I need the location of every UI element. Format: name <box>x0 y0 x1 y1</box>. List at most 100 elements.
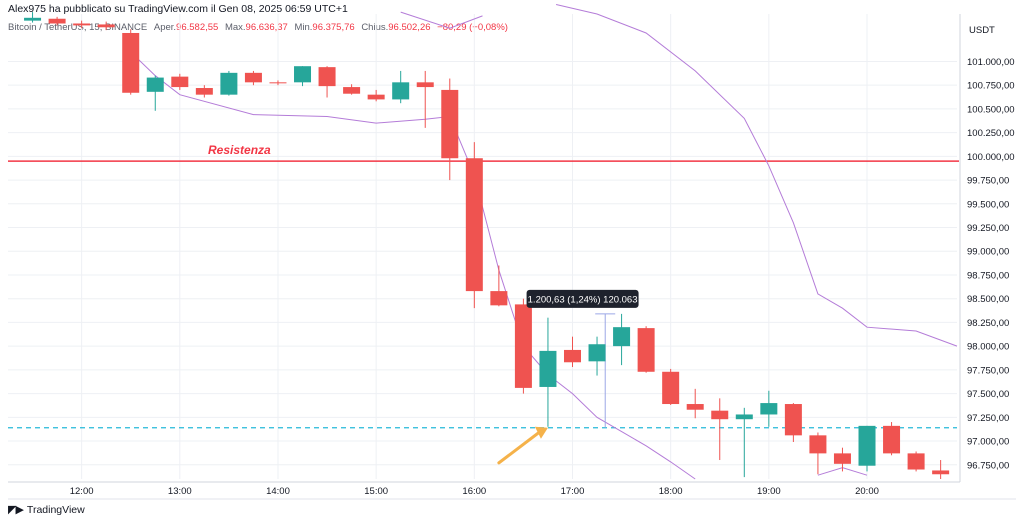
candle-body <box>465 158 483 292</box>
candle <box>490 265 508 307</box>
price-axis-labels: USDT 101.000,00 100.750,00 100.500,00 100.25… <box>967 25 1015 471</box>
candle-body <box>760 403 778 415</box>
candle-body <box>883 425 901 454</box>
candle <box>711 398 729 461</box>
candle <box>907 451 925 472</box>
candle <box>73 20 91 29</box>
price-tick-label: 100.500,00 <box>967 104 1015 115</box>
low-label: Min. <box>294 22 313 33</box>
candle-body <box>195 88 213 95</box>
candle <box>784 403 802 442</box>
candle-body <box>97 24 115 28</box>
tradingview-logo-icon: ◤▶ <box>8 504 24 516</box>
price-tick-label: 97.000,00 <box>967 437 1009 448</box>
candle <box>122 29 140 95</box>
candle <box>367 89 385 102</box>
candle <box>760 390 778 427</box>
price-tick-label: 101.000,00 <box>967 57 1015 68</box>
arrow-head <box>534 426 548 439</box>
price-tick-label: 97.500,00 <box>967 389 1009 400</box>
candle-body <box>588 344 606 362</box>
candle <box>441 78 459 181</box>
candle <box>48 16 66 26</box>
candle-body <box>441 89 459 159</box>
candle <box>613 313 631 366</box>
candle-body <box>24 17 42 21</box>
candle <box>416 70 434 128</box>
price-tick-label: 98.500,00 <box>967 294 1009 305</box>
resistance-label: Resistenza <box>208 143 271 157</box>
time-tick-label: 20:00 <box>855 486 879 497</box>
candle-body <box>490 291 508 306</box>
open-value: 96.582,55 <box>176 22 219 33</box>
candle <box>97 21 115 31</box>
low-value: 96.375,76 <box>312 22 355 33</box>
candle <box>539 317 557 427</box>
candle-body <box>416 82 434 88</box>
time-tick-label: 16:00 <box>462 486 486 497</box>
candle-body <box>784 404 802 436</box>
price-tick-label: 98.250,00 <box>967 318 1009 329</box>
candle <box>686 388 704 419</box>
candle <box>735 407 753 478</box>
time-tick-label: 17:00 <box>561 486 585 497</box>
candle <box>588 336 606 376</box>
price-tick-label: 99.500,00 <box>967 199 1009 210</box>
close-label: Chius. <box>361 22 389 33</box>
candle-body <box>613 327 631 347</box>
measure-label: 1.200,63 (1,24%) 120.063 <box>528 294 638 305</box>
candle-body <box>833 453 851 464</box>
open-label: Aper. <box>153 22 177 33</box>
candle <box>833 447 851 472</box>
candle <box>343 84 361 95</box>
candle-body <box>735 414 753 420</box>
symbol-name: Bitcoin / TetherUS, 15, BINANCE <box>8 22 148 33</box>
candle-body <box>637 328 655 372</box>
candle <box>146 75 164 111</box>
author-line: Alex975 ha pubblicato su TradingView.com… <box>8 3 348 15</box>
brand-footer: ◤▶ TradingView <box>8 503 85 517</box>
candle <box>318 66 336 98</box>
candles <box>24 12 950 479</box>
measure-label-box <box>526 289 639 308</box>
price-tick-label: 98.750,00 <box>967 270 1009 281</box>
candle <box>637 326 655 373</box>
candle-body <box>809 435 827 454</box>
candle-body <box>73 23 91 26</box>
candle-body <box>539 350 557 387</box>
candle <box>294 66 312 87</box>
candle-body <box>171 76 189 88</box>
time-tick-label: 18:00 <box>659 486 683 497</box>
candle <box>269 80 287 86</box>
upper-envelope-segment <box>400 11 483 29</box>
price-tick-label: 100.250,00 <box>967 128 1015 139</box>
candle-body <box>662 371 680 405</box>
candle <box>932 460 950 479</box>
candle-body <box>858 425 876 466</box>
candle <box>809 432 827 475</box>
candle <box>392 70 410 104</box>
upper-envelope-line <box>555 4 958 347</box>
high-label: Max. <box>224 22 246 33</box>
price-tick-label: 99.250,00 <box>967 223 1009 234</box>
candle-body <box>514 304 532 388</box>
time-tick-label: 15:00 <box>364 486 388 497</box>
candle-body <box>563 349 581 363</box>
candle-body <box>343 87 361 94</box>
candle <box>514 298 532 394</box>
candle <box>24 12 42 23</box>
price-tick-label: 99.000,00 <box>967 247 1009 258</box>
lower-envelope-line <box>130 51 696 480</box>
time-tick-label: 12:00 <box>70 486 94 497</box>
candle-body <box>686 404 704 410</box>
candle-body <box>367 94 385 100</box>
candle-body <box>244 72 262 83</box>
candle-body <box>269 82 287 84</box>
candle <box>883 422 901 456</box>
price-tick-label: 99.750,00 <box>967 176 1009 187</box>
price-tick-label: 97.250,00 <box>967 413 1009 424</box>
candle-body <box>48 18 66 24</box>
candle-body <box>146 77 164 92</box>
high-value: 96.636,37 <box>245 22 288 33</box>
